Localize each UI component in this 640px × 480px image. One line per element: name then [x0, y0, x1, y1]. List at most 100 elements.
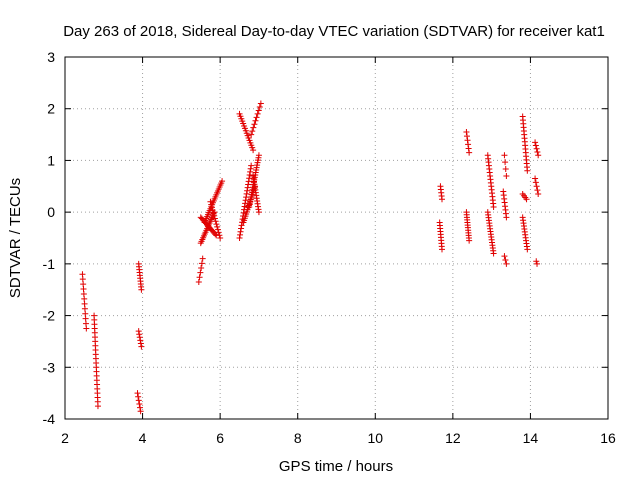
data-point-marker: [501, 253, 508, 260]
data-point-marker: [465, 141, 472, 148]
data-point-marker: [137, 404, 144, 411]
y-tick-label: 1: [47, 152, 55, 168]
data-point-marker: [214, 226, 221, 233]
data-point-marker: [197, 269, 204, 276]
data-point-marker: [490, 203, 497, 210]
plot-frame: [64, 56, 609, 420]
x-tick-label: 14: [523, 430, 539, 446]
data-point-marker: [215, 229, 222, 236]
data-point-marker: [214, 223, 221, 230]
data-point-marker: [137, 340, 144, 347]
data-point-marker: [502, 159, 509, 166]
x-tick-labels: 2 4 6 8 10 12 14 16: [61, 430, 616, 446]
data-point-marker: [211, 215, 218, 222]
data-point-marker: [237, 228, 244, 235]
data-point-marker: [534, 187, 541, 194]
data-point-marker: [438, 246, 445, 253]
data-point-marker: [532, 139, 539, 146]
y-tick-label: -4: [43, 411, 56, 427]
data-point-marker: [217, 235, 224, 241]
data-point-marker: [246, 175, 253, 182]
data-point-marker: [242, 197, 249, 204]
data-point-marker: [247, 168, 254, 175]
y-tick-label: -3: [43, 359, 56, 375]
data-point-marker: [136, 331, 143, 338]
data-point-marker: [243, 190, 250, 197]
x-tick-label: 12: [445, 430, 461, 446]
data-point-marker: [238, 225, 245, 232]
data-point-marker: [248, 131, 255, 138]
data-point-marker: [502, 256, 509, 263]
data-point-marker: [196, 274, 203, 281]
data-point-marker: [138, 343, 145, 350]
data-point-marker: [463, 133, 470, 140]
data-point-marker: [138, 286, 145, 293]
data-point-marker: [137, 337, 144, 344]
data-point-marker: [208, 204, 215, 211]
data-point-marker: [83, 325, 90, 332]
chart-title: Day 263 of 2018, Sidereal Day-to-day VTE…: [63, 23, 605, 40]
data-point-marker: [134, 390, 141, 397]
y-tick-labels: -4 -3 -2 -1 0 1 2 3: [43, 49, 56, 427]
data-point-marker: [464, 137, 471, 144]
y-tick-label: -2: [43, 308, 56, 324]
x-tick-label: 10: [367, 430, 383, 446]
data-point-marker: [248, 162, 255, 169]
data-point-marker: [135, 397, 142, 404]
data-point-marker: [503, 214, 510, 221]
data-point-marker: [249, 128, 256, 135]
data-point-marker: [535, 152, 542, 159]
data-point-marker: [135, 328, 142, 335]
data-point-marker: [532, 179, 539, 186]
x-axis-label: GPS time / hours: [279, 458, 393, 475]
data-point-marker: [463, 128, 470, 135]
data-point-marker: [466, 149, 473, 156]
x-tick-label: 8: [294, 430, 302, 446]
data-point-marker: [240, 209, 247, 216]
data-point-marker: [208, 201, 215, 208]
data-point-marker: [534, 260, 541, 267]
data-point-marker: [532, 175, 539, 182]
data-point-marker: [135, 393, 142, 400]
data-points: [79, 100, 542, 415]
data-point-marker: [209, 207, 216, 214]
data-point-marker: [195, 278, 202, 285]
data-point-marker: [207, 198, 214, 205]
data-point-marker: [213, 221, 220, 228]
data-point-marker: [524, 167, 531, 174]
data-point-marker: [211, 212, 218, 219]
data-point-marker: [250, 124, 257, 131]
data-point-marker: [137, 408, 144, 415]
data-point-marker: [535, 191, 542, 198]
data-point-marker: [136, 334, 143, 341]
data-point-marker: [199, 255, 206, 262]
y-axis-label: SDTVAR / TECUs: [7, 178, 24, 298]
data-point-marker: [255, 152, 262, 159]
data-point-marker: [216, 232, 223, 239]
data-point-marker: [501, 152, 508, 159]
y-tick-label: -1: [43, 256, 56, 272]
x-tick-label: 6: [216, 430, 224, 446]
x-tick-label: 4: [139, 430, 147, 446]
data-point-marker: [533, 145, 540, 152]
data-point-marker: [532, 142, 539, 149]
data-point-marker: [533, 183, 540, 190]
data-point-marker: [212, 218, 219, 225]
data-point-marker: [503, 172, 510, 179]
data-point-marker: [466, 237, 473, 244]
data-point-marker: [490, 250, 497, 257]
data-point-marker: [502, 166, 509, 173]
data-point-marker: [524, 246, 531, 253]
data-point-marker: [533, 258, 540, 265]
data-point-marker: [94, 403, 101, 410]
data-point-marker: [251, 121, 258, 128]
data-point-marker: [438, 196, 445, 203]
data-point-marker: [503, 260, 510, 267]
data-point-marker: [136, 401, 143, 408]
data-point-marker: [256, 103, 263, 110]
y-tick-label: 0: [47, 204, 55, 220]
data-point-marker: [198, 260, 205, 267]
x-tick-label: 16: [600, 430, 616, 446]
data-point-marker: [212, 231, 219, 238]
